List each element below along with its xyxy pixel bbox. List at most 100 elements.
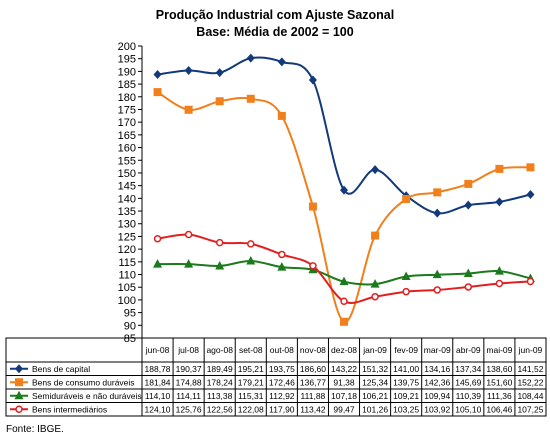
- y-tick-label: 125: [118, 231, 136, 243]
- data-point-marker: [433, 208, 442, 218]
- data-value-label: 110,39: [456, 391, 482, 401]
- data-value-label: 112,92: [269, 391, 295, 401]
- data-point-marker: [278, 250, 286, 259]
- data-value-label: 125,76: [176, 404, 202, 414]
- y-tick-label: 195: [118, 54, 136, 66]
- data-point-marker: [494, 266, 504, 275]
- data-point-marker: [433, 188, 442, 197]
- data-point-marker: [153, 88, 162, 97]
- series-2: [153, 88, 535, 326]
- y-tick-label: 85: [124, 333, 136, 345]
- data-value-label: 106,21: [362, 391, 388, 401]
- y-tick-label: 150: [118, 168, 136, 180]
- data-value-label: 193,75: [269, 364, 295, 374]
- data-point-marker: [215, 238, 224, 247]
- data-value-label: 181,84: [145, 377, 171, 387]
- data-value-label: 139,75: [393, 377, 419, 387]
- data-point-marker: [277, 111, 286, 120]
- data-value-label: 172,46: [269, 377, 295, 387]
- data-value-label: 122,08: [238, 404, 264, 414]
- data-point-marker: [14, 390, 24, 400]
- y-tick-label: 105: [118, 282, 136, 294]
- y-tick-label: 160: [118, 143, 136, 155]
- data-point-marker: [371, 292, 379, 301]
- data-point-marker: [464, 179, 473, 188]
- data-point-marker: [15, 364, 23, 374]
- chart-title: Produção Industrial com Ajuste Sazonal: [155, 8, 395, 22]
- x-category-label: out-08: [270, 345, 294, 355]
- data-value-label: 114,11: [176, 391, 201, 401]
- data-point-marker: [184, 65, 193, 75]
- data-value-label: 124,10: [145, 404, 171, 414]
- data-point-marker: [246, 256, 256, 265]
- data-point-marker: [277, 57, 286, 67]
- data-value-label: 106,46: [486, 404, 512, 414]
- data-point-marker: [15, 378, 23, 387]
- data-value-label: 186,60: [300, 364, 326, 374]
- data-value-label: 152,22: [517, 377, 543, 387]
- series-4: [153, 230, 535, 306]
- data-value-label: 134,16: [424, 364, 450, 374]
- data-value-label: 141,00: [393, 364, 419, 374]
- data-value-label: 113,38: [207, 391, 233, 401]
- y-tick-label: 170: [118, 117, 136, 129]
- data-point-marker: [371, 231, 380, 240]
- data-point-marker: [370, 279, 380, 288]
- data-point-marker: [340, 317, 348, 326]
- x-category-label: jul-08: [177, 345, 199, 355]
- chart-subtitle: Base: Média de 2002 = 100: [196, 25, 354, 39]
- data-point-marker: [401, 271, 411, 281]
- data-value-label: 151,32: [362, 364, 388, 374]
- data-value-label: 113,42: [300, 404, 326, 414]
- data-point-marker: [308, 75, 317, 85]
- legend-series-name: Bens de consumo duráveis: [32, 377, 135, 387]
- legend-series-name: Bens intermediários: [32, 404, 107, 414]
- data-value-label: 195,21: [238, 364, 264, 374]
- data-point-marker: [495, 279, 504, 288]
- data-point-marker: [153, 234, 162, 243]
- data-point-marker: [495, 197, 504, 207]
- data-value-label: 107,25: [517, 404, 543, 414]
- y-tick-label: 190: [118, 66, 136, 78]
- data-value-label: 115,31: [238, 391, 264, 401]
- data-value-label: 125,34: [362, 377, 388, 387]
- y-tick-label: 145: [118, 181, 136, 193]
- y-tick-label: 90: [124, 320, 136, 332]
- data-point-marker: [340, 185, 348, 195]
- data-value-label: 99,47: [333, 404, 355, 414]
- data-value-label: 122,56: [207, 404, 233, 414]
- data-value-label: 107,18: [331, 391, 357, 401]
- data-value-label: 145,69: [455, 377, 481, 387]
- data-point-marker: [309, 262, 317, 270]
- y-tick-label: 120: [118, 244, 136, 256]
- series-line: [157, 91, 531, 323]
- series-1: [153, 53, 535, 218]
- data-value-label: 109,94: [424, 391, 450, 401]
- data-point-marker: [215, 68, 224, 78]
- series-3: [153, 256, 535, 288]
- data-point-marker: [246, 94, 255, 103]
- data-point-marker: [402, 194, 411, 203]
- series-line: [157, 233, 531, 304]
- x-category-label: set-08: [239, 345, 263, 355]
- data-value-label: 178,24: [207, 377, 233, 387]
- data-value-label: 174,88: [176, 377, 202, 387]
- data-point-marker: [184, 105, 193, 114]
- data-value-label: 141,52: [517, 364, 543, 374]
- y-tick-label: 180: [118, 92, 136, 104]
- data-point-marker: [402, 287, 410, 296]
- x-category-label: mai-09: [486, 345, 512, 355]
- data-value-label: 190,37: [176, 364, 202, 374]
- x-category-label: mar-09: [424, 345, 451, 355]
- data-point-marker: [495, 164, 504, 173]
- x-category-label: jun-08: [145, 345, 170, 355]
- data-value-label: 189,49: [207, 364, 233, 374]
- data-value-label: 138,60: [486, 364, 512, 374]
- source-note: Fonte: IBGE.: [6, 424, 64, 435]
- data-point-marker: [247, 240, 255, 248]
- data-point-marker: [464, 283, 473, 291]
- x-category-label: nov-08: [300, 345, 326, 355]
- data-point-marker: [215, 97, 224, 106]
- y-tick-label: 165: [118, 130, 136, 142]
